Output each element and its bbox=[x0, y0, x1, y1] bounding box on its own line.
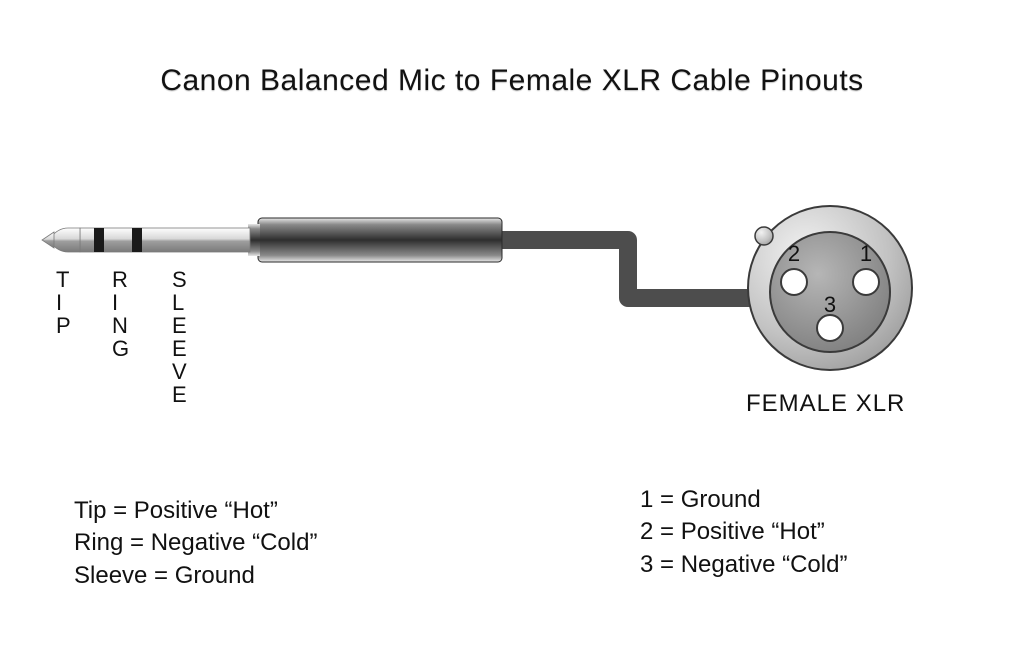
trs-sleeve-body bbox=[258, 218, 502, 262]
trs-ring-band-2 bbox=[132, 228, 142, 252]
legend-trs-ring: Ring = Negative “Cold” bbox=[74, 527, 317, 559]
xlr-pin-1 bbox=[853, 269, 879, 295]
legend-xlr-3: 3 = Negative “Cold” bbox=[640, 549, 847, 581]
legend-trs-sleeve: Sleeve = Ground bbox=[74, 560, 317, 592]
xlr-label: FEMALE XLR bbox=[746, 390, 905, 418]
xlr-pin-3-num: 3 bbox=[824, 292, 836, 317]
trs-shaft bbox=[80, 228, 250, 252]
legend-xlr-2: 2 = Positive “Hot” bbox=[640, 516, 847, 548]
trs-tip-label: TIP bbox=[56, 268, 71, 337]
legend-trs-tip: Tip = Positive “Hot” bbox=[74, 495, 317, 527]
trs-tip-point bbox=[42, 232, 54, 248]
cable bbox=[500, 240, 752, 298]
legend-xlr: 1 = Ground 2 = Positive “Hot” 3 = Negati… bbox=[640, 484, 847, 581]
legend-trs: Tip = Positive “Hot” Ring = Negative “Co… bbox=[74, 495, 317, 592]
xlr-pin-2-num: 2 bbox=[788, 241, 800, 266]
trs-ring-band-1 bbox=[94, 228, 104, 252]
legend-xlr-1: 1 = Ground bbox=[640, 484, 847, 516]
xlr-tab bbox=[755, 227, 773, 245]
trs-ring-label: RING bbox=[112, 268, 129, 360]
xlr-pin-3 bbox=[817, 315, 843, 341]
xlr-pin-2 bbox=[781, 269, 807, 295]
trs-sleeve-label: SLEEVE bbox=[172, 268, 187, 407]
diagram-page: Canon Balanced Mic to Female XLR Cable P… bbox=[0, 0, 1024, 670]
xlr-pin-1-num: 1 bbox=[860, 241, 872, 266]
